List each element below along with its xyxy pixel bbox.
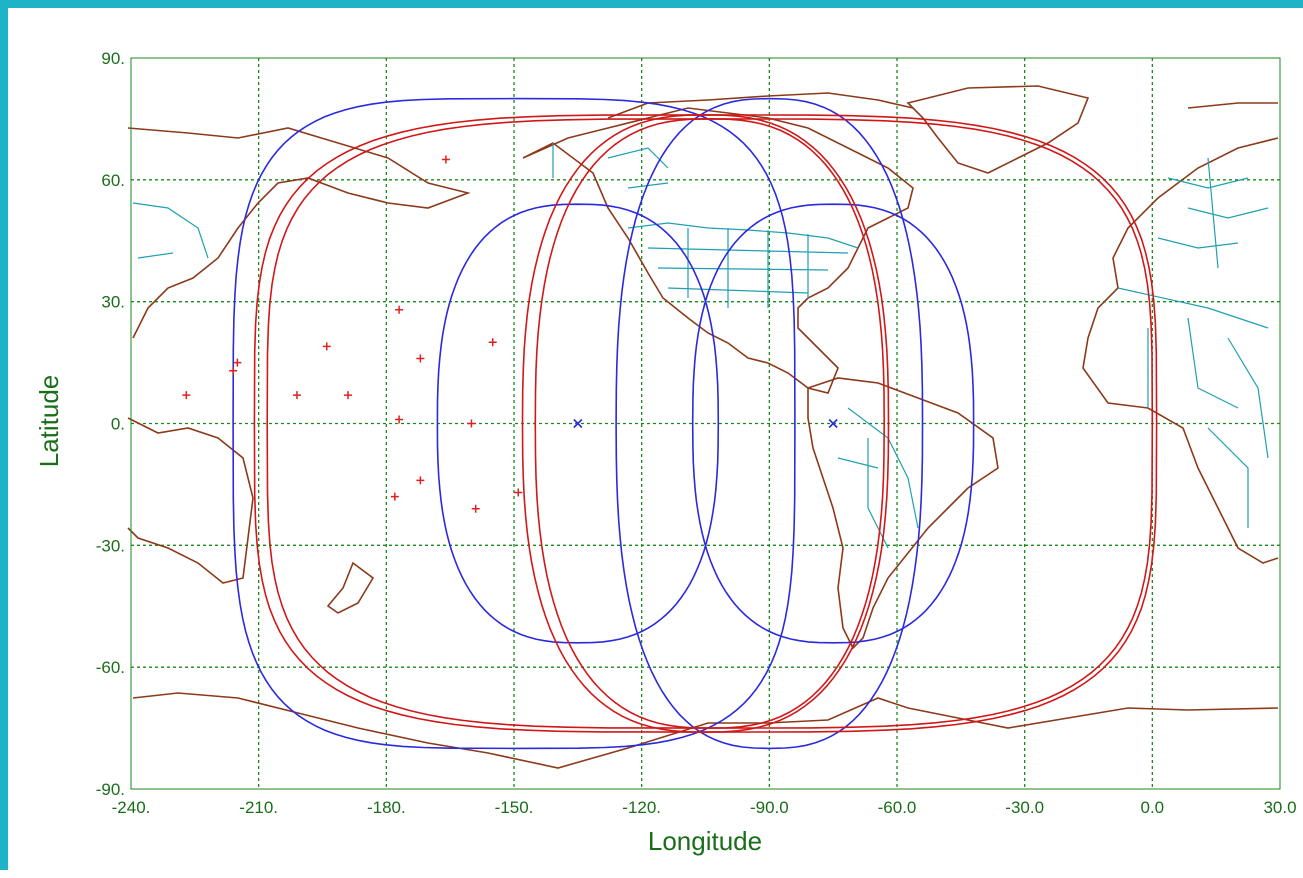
border-canada-arctic [552, 143, 669, 189]
island-marker [292, 391, 301, 400]
border-europe [1157, 157, 1269, 269]
coastline-europe-north [1187, 102, 1278, 109]
island-marker [344, 391, 353, 400]
coverage-contour-red [521, 114, 890, 733]
y-tick-label: -30. [96, 536, 125, 555]
country-borders [132, 143, 1269, 549]
island-marker [488, 338, 497, 347]
border-south-america [837, 407, 919, 549]
world-map-outlines [127, 85, 1279, 769]
coastline-north-america [522, 107, 914, 394]
island-marker [322, 342, 331, 351]
island-markers [182, 155, 523, 513]
coastline-greenland [906, 85, 1090, 174]
y-tick-label: 30. [101, 293, 125, 312]
y-axis-title: Latitude [34, 375, 64, 468]
island-marker [395, 305, 404, 314]
coastline-asia [127, 127, 471, 339]
y-tick-label: -90. [96, 780, 125, 799]
coverage-contour-red [253, 114, 1158, 733]
coastline-south-america [807, 377, 999, 650]
island-marker [514, 488, 523, 497]
coverage-contour-blue [691, 203, 975, 644]
x-tick-label: 30.0 [1263, 798, 1296, 817]
island-marker [416, 476, 425, 485]
satellite-point [573, 418, 583, 429]
island-marker [416, 354, 425, 363]
coastline-australia-indonesia [127, 417, 254, 584]
coverage-map-chart: -240. -210. -180. -150. -120. -90.0 -60.0 -30.0… [34, 49, 1297, 856]
axis-ticks: -240. -210. -180. -150. -120. -90.0 -60.0 -30.0… [96, 49, 1297, 817]
island-marker [467, 419, 476, 428]
grid-lines [131, 58, 1280, 789]
island-marker [182, 391, 191, 400]
border-africa [1117, 287, 1269, 528]
island-marker [471, 504, 480, 513]
x-tick-label: -210. [239, 798, 278, 817]
island-marker [395, 415, 404, 424]
coverage-contours [232, 97, 1158, 750]
coverage-contour-blue [615, 97, 924, 750]
y-tick-label: 60. [101, 171, 125, 190]
border-usa [627, 222, 859, 308]
x-tick-label: -240. [112, 798, 151, 817]
coverage-contour-blue [436, 203, 720, 644]
x-tick-label: -180. [367, 798, 406, 817]
coverage-contour-red [534, 118, 886, 729]
coverage-contour-blue [232, 97, 796, 750]
coverage-contour-red [266, 118, 1154, 729]
y-tick-label: 0. [111, 415, 125, 434]
plot-area-border [130, 57, 1281, 790]
coastline-antarctica [132, 692, 1279, 769]
border-asia [132, 202, 209, 259]
coastline-africa-europe [1082, 137, 1279, 564]
island-marker [441, 155, 450, 164]
x-tick-label: -90.0 [750, 798, 789, 817]
x-axis-title: Longitude [648, 826, 762, 856]
x-tick-label: 0.0 [1141, 798, 1165, 817]
satellite-point [828, 418, 838, 429]
satellite-points [573, 418, 838, 429]
island-marker [233, 358, 242, 367]
coastline-new-zealand [326, 561, 375, 614]
y-tick-label: 90. [101, 49, 125, 68]
island-marker [390, 492, 399, 501]
x-tick-label: -30.0 [1005, 798, 1044, 817]
y-tick-label: -60. [96, 658, 125, 677]
x-tick-label: -60.0 [878, 798, 917, 817]
x-tick-label: -150. [495, 798, 534, 817]
island-marker [229, 366, 238, 375]
x-tick-label: -120. [622, 798, 661, 817]
